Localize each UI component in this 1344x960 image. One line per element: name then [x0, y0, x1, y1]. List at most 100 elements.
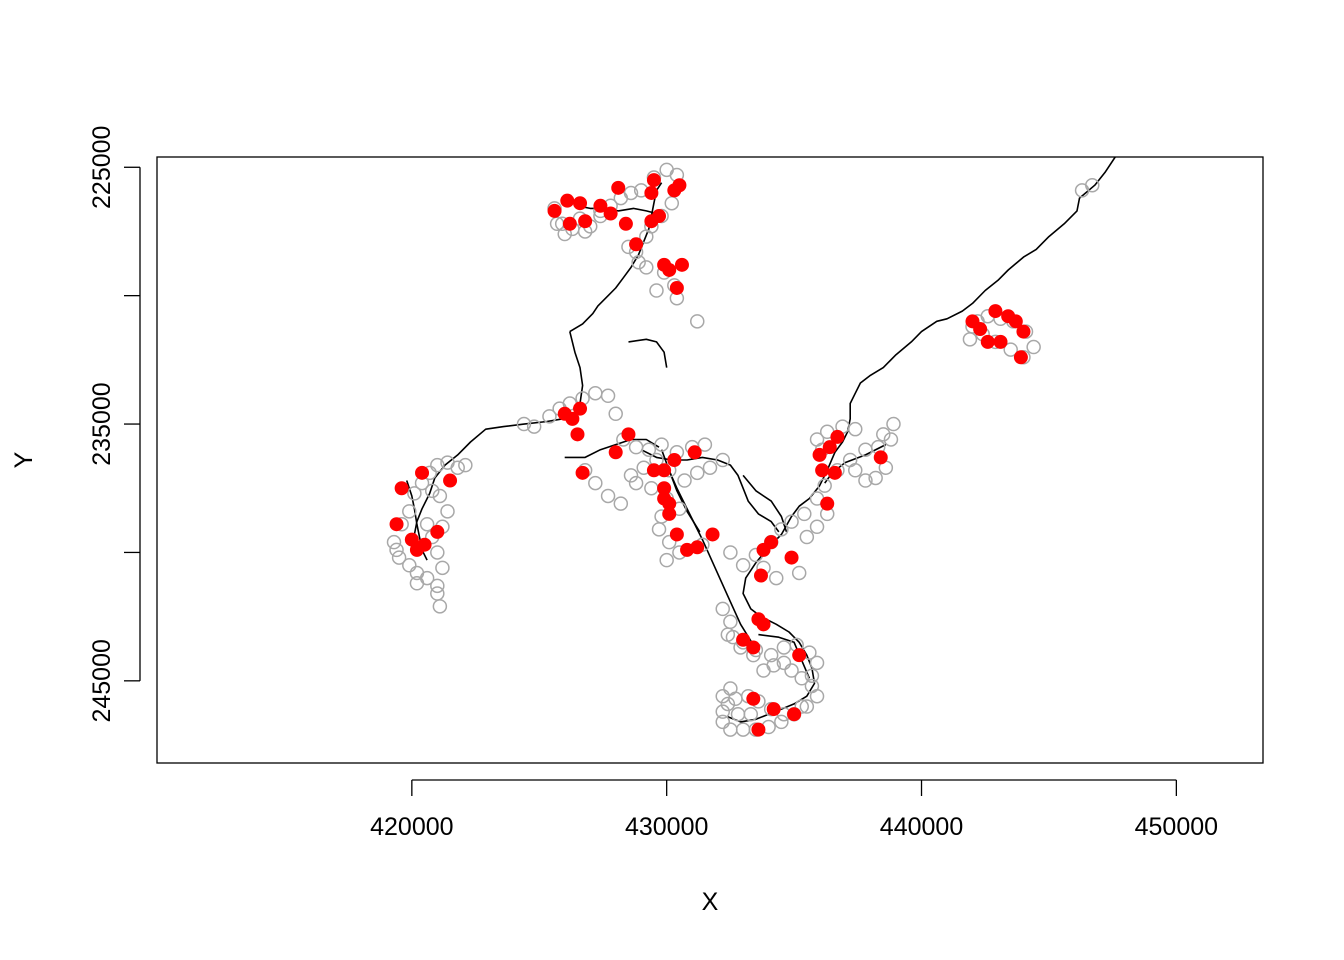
red-point: [618, 216, 633, 231]
red-point: [608, 445, 623, 460]
red-point: [822, 440, 837, 455]
x-axis: 420000 430000 440000 450000: [370, 779, 1218, 841]
grey-point: [809, 519, 825, 535]
grey-point: [631, 255, 646, 270]
red-point: [705, 527, 720, 542]
red-point: [687, 445, 702, 460]
grey-point: [661, 534, 677, 550]
grey-point: [389, 542, 404, 558]
grey-point: [730, 706, 746, 722]
red-point: [993, 334, 1008, 349]
grey-point: [702, 460, 718, 475]
red-point: [547, 203, 562, 218]
red-point: [792, 648, 807, 663]
grey-point: [858, 473, 873, 488]
red-point: [736, 632, 751, 647]
red-point: [812, 447, 827, 462]
red-point: [657, 481, 672, 496]
grey-point: [817, 478, 832, 493]
red-point: [573, 196, 588, 211]
x-tick-label: 440000: [880, 813, 963, 841]
grey-point: [651, 522, 667, 537]
red-point: [784, 550, 799, 565]
red-point: [669, 280, 684, 295]
grey-point: [876, 427, 891, 442]
red-point: [565, 411, 580, 426]
grey-point: [797, 506, 812, 522]
red-point: [1013, 350, 1028, 365]
grey-point: [720, 696, 736, 712]
y-axis: 225000 235000 245000: [88, 126, 141, 723]
grey-point: [458, 457, 473, 473]
red-point: [644, 185, 659, 200]
red-point: [669, 527, 684, 542]
grey-point: [516, 416, 532, 432]
red-point: [746, 640, 761, 655]
y-tick-label: 235000: [88, 382, 116, 465]
grey-point: [715, 601, 730, 617]
red-point: [746, 691, 761, 706]
grey-point: [791, 565, 807, 581]
grey-point: [430, 457, 445, 473]
red-point: [657, 463, 672, 478]
red-point: [674, 257, 689, 272]
track-line: [660, 449, 701, 533]
red-point: [417, 537, 432, 552]
grey-point: [1026, 339, 1041, 355]
red-point: [389, 517, 404, 532]
track-line: [413, 331, 584, 535]
red-point: [662, 506, 677, 521]
red-point: [646, 173, 661, 188]
grey-point: [962, 332, 978, 347]
red-point: [573, 401, 588, 416]
red-point: [751, 722, 766, 737]
grey-point: [628, 475, 644, 491]
red-point: [667, 453, 682, 467]
red-point: [820, 496, 835, 511]
grey-point: [715, 714, 730, 730]
grey-point: [641, 442, 657, 457]
grey-point: [407, 486, 422, 501]
grey-point: [639, 229, 654, 244]
grey-point: [883, 432, 899, 447]
grey-point: [409, 576, 425, 591]
red-point: [575, 465, 590, 480]
y-axis-label: Y: [10, 451, 38, 468]
red-point: [873, 450, 888, 465]
x-tick-label: 450000: [1135, 813, 1218, 841]
red-point: [1016, 324, 1031, 339]
grey-point: [677, 473, 692, 488]
grey-point: [809, 688, 825, 704]
grey-point: [774, 714, 789, 730]
red-point: [980, 334, 995, 349]
red-point: [443, 473, 458, 488]
plot-frame: [156, 156, 1264, 764]
track-line: [665, 464, 754, 646]
red-point: [815, 463, 830, 478]
grey-point: [723, 722, 738, 737]
red-point: [690, 540, 705, 555]
grey-point: [886, 416, 901, 432]
red-point: [988, 304, 1003, 319]
grey-point: [774, 522, 789, 537]
grey-point: [756, 663, 771, 678]
grey-point: [1085, 177, 1100, 193]
red-point: [1008, 314, 1023, 329]
grey-point: [715, 688, 730, 704]
track-line: [564, 438, 660, 459]
grey-point: [659, 552, 674, 568]
grey-point: [402, 558, 417, 573]
grey-point: [735, 558, 751, 573]
red-point: [756, 617, 771, 632]
red-point: [753, 568, 768, 583]
grey-point: [715, 452, 730, 468]
x-tick-label: 430000: [625, 813, 708, 841]
grey-point: [430, 578, 445, 594]
grey-point: [391, 550, 407, 565]
grey-point: [588, 475, 603, 491]
grey-point: [715, 704, 730, 719]
x-axis-label: X: [702, 888, 719, 916]
grey-point: [424, 483, 440, 499]
grey-point: [784, 663, 799, 678]
grey-point: [432, 488, 448, 504]
